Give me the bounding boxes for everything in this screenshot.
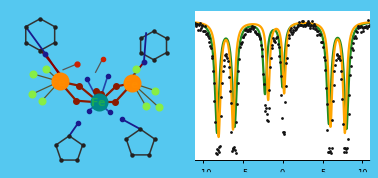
Text: Fe: Fe — [124, 80, 139, 90]
Text: Fe: Fe — [91, 98, 105, 108]
Text: Fe: Fe — [51, 78, 65, 88]
